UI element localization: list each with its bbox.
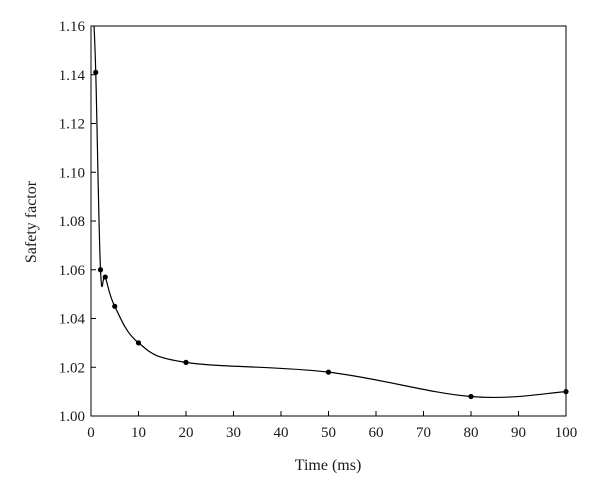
y-tick-label: 1.02	[59, 360, 85, 376]
x-tick-label: 60	[369, 425, 384, 441]
data-point	[112, 303, 118, 309]
data-point	[97, 267, 104, 273]
x-axis-label: Time (ms)	[295, 457, 362, 474]
data-point	[468, 393, 474, 400]
data-point	[93, 69, 99, 75]
y-axis-label: Safety factor	[23, 180, 40, 263]
series-line	[93, 26, 566, 399]
data-point	[563, 389, 569, 395]
y-tick-label: 1.08	[59, 214, 85, 230]
data-point	[325, 369, 332, 375]
y-tick-label: 1.14	[59, 68, 86, 84]
y-tick-label: 1.10	[59, 165, 85, 181]
axes: 0 10 20 30 40 50 60 70 80 90 100 1.00 1.02 1.04 1.06 1.…	[59, 19, 578, 441]
data-point	[135, 340, 142, 346]
x-tick-label: 100	[555, 425, 578, 441]
x-tick-label: 20	[179, 425, 194, 441]
x-tick-label: 90	[511, 425, 526, 441]
y-tick-label: 1.04	[59, 312, 86, 328]
series-layer	[93, 26, 569, 400]
y-tick-label: 1.12	[59, 117, 85, 133]
x-tick-label: 80	[464, 425, 479, 441]
x-tick-label: 0	[87, 425, 95, 441]
y-tick-label: 1.06	[59, 263, 86, 279]
x-tick-label: 70	[416, 425, 431, 441]
y-tick-label: 1.00	[59, 409, 85, 425]
data-point	[183, 359, 189, 365]
y-tick-label: 1.16	[59, 19, 86, 35]
x-tick-label: 30	[226, 425, 241, 441]
x-tick-label: 40	[274, 425, 289, 441]
data-point	[102, 274, 108, 280]
x-tick-label: 50	[321, 425, 336, 441]
x-tick-label: 10	[131, 425, 146, 441]
